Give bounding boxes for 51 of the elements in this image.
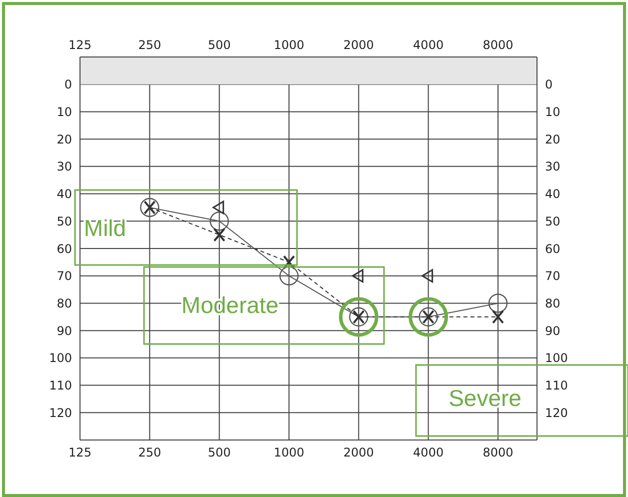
y-tick-label: 50 [56,214,72,228]
y2-tick-label: 80 [545,296,560,310]
point [140,198,160,218]
y2-tick-label: 10 [545,104,560,119]
y2-tick-label: 110 [545,378,568,393]
category-label: 500 [208,446,231,460]
category-label: 1000 [274,446,304,460]
category-label: 2000 [343,446,374,460]
y-tick-label: 80 [56,296,72,310]
y2-tick-label: 100 [545,351,568,366]
y-tick-label: 0 [64,78,72,92]
y-tick-label: 110 [49,378,72,393]
y2-tick-label: 120 [545,406,568,420]
x-tick-label: 4000 [413,38,444,52]
y2-tick-label: 50 [545,214,560,228]
category-label: 4000 [413,446,444,460]
y-tick-label: 20 [56,132,72,146]
y-tick-label: 60 [56,242,72,256]
y-tick-label: 100 [49,351,72,366]
point [488,294,508,313]
y-tick-label: 120 [49,406,72,420]
y2-tick-label: 30 [545,160,560,174]
y-tick-label: 10 [56,104,72,119]
x-tick-label: 125 [68,38,92,52]
y-tick-label: 40 [56,187,72,202]
y-tick-label: 30 [56,160,72,174]
point [279,266,299,286]
y2-tick-label: 70 [545,269,560,284]
point [352,269,364,283]
x-tick-label: 1000 [274,38,304,52]
y2-tick-label: 20 [545,132,560,146]
y-tick-label: 70 [56,269,72,284]
x-tick-label: 2000 [343,38,374,52]
point [492,310,504,324]
point [422,269,434,283]
category-label: 250 [138,446,162,460]
category-label: 125 [68,446,92,460]
y2-tick-label: 40 [545,187,560,202]
x-tick-label: 250 [138,38,162,52]
point [212,200,224,214]
y2-tick-label: 90 [545,324,560,338]
annotation: Mild [84,215,126,241]
y-tick-label: 90 [56,324,72,338]
x-tick-label: 500 [208,38,231,52]
x-tick-label: 8000 [482,38,514,52]
point [210,212,229,231]
point [282,255,295,270]
point [213,228,226,242]
y2-tick-label: 60 [545,242,560,256]
category-label: 8000 [482,446,514,460]
y2-tick-label: 0 [545,78,553,92]
